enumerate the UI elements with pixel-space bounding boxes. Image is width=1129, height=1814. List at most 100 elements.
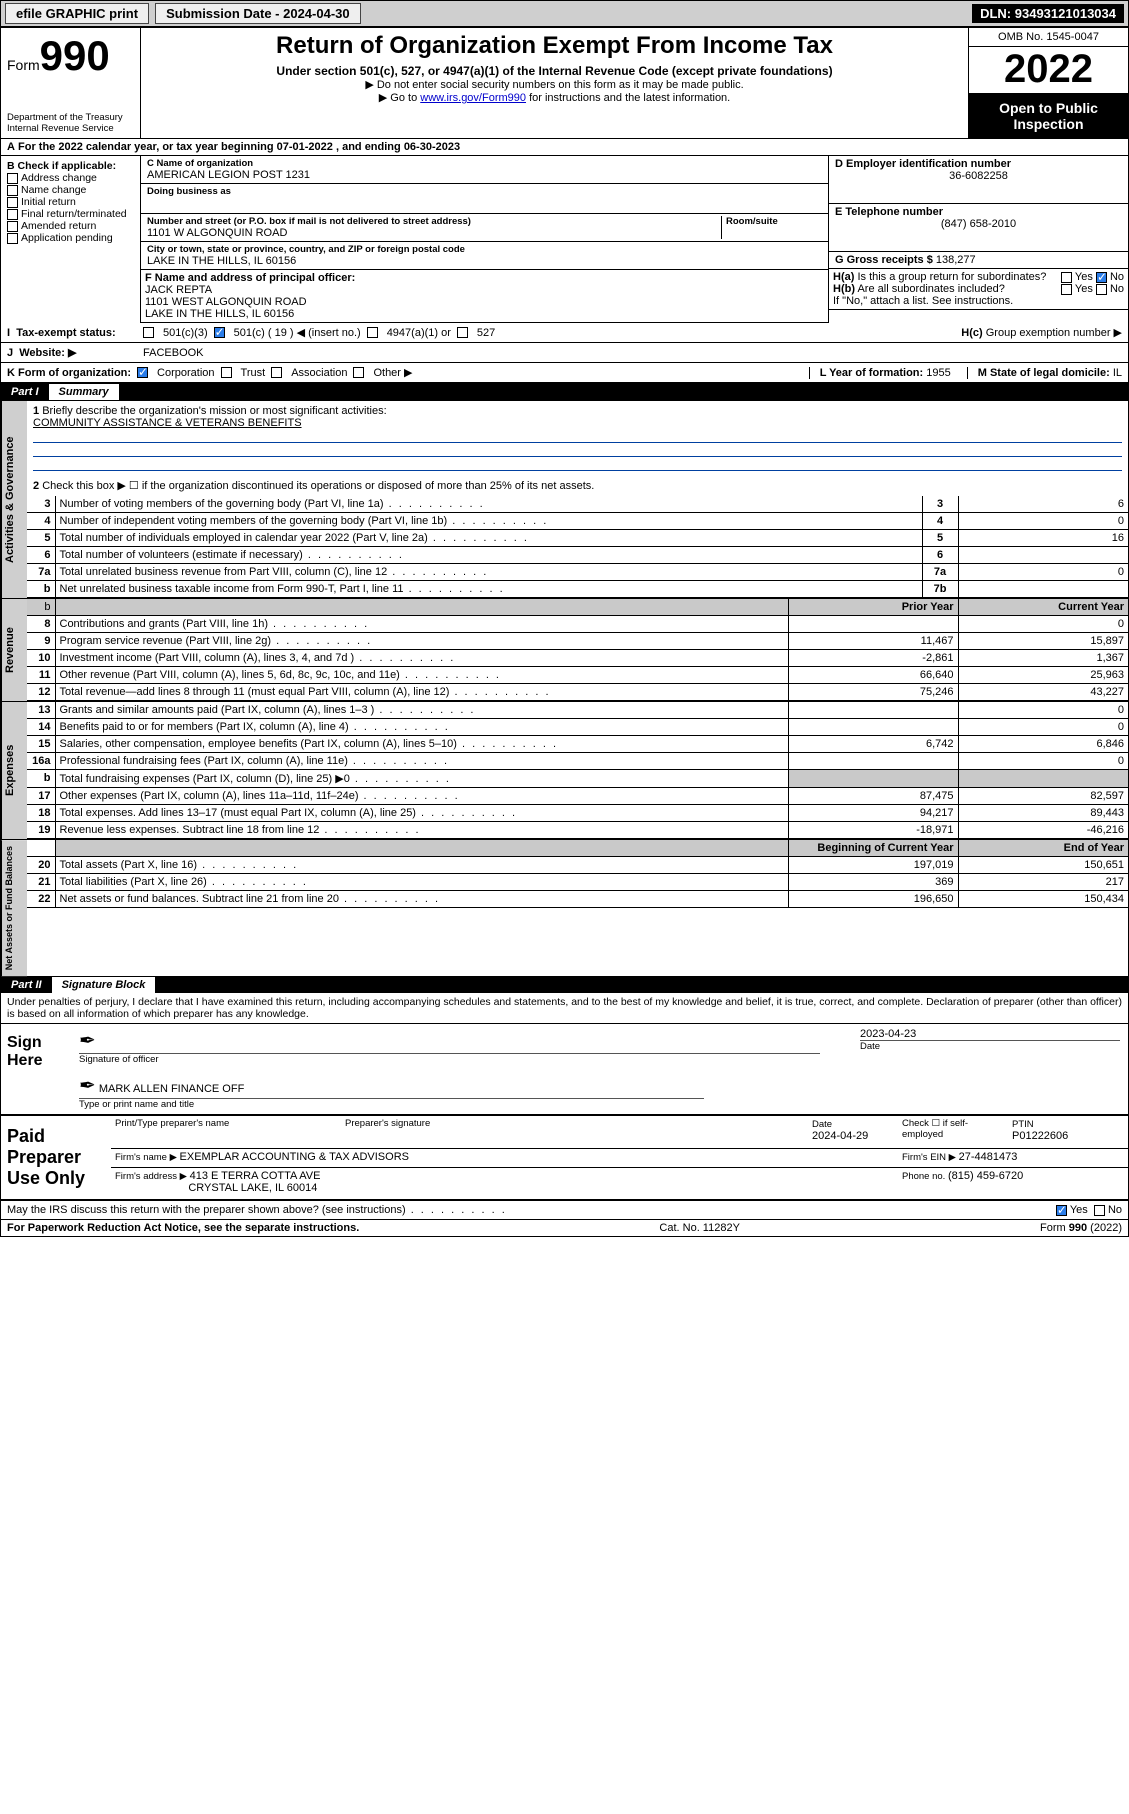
efile-print-button[interactable]: efile GRAPHIC print [5,3,149,24]
line-num: 15 [27,736,55,753]
sig-date-label: Date [860,1041,1120,1052]
line-value: 6 [958,496,1128,513]
pp-firm-lbl: Firm's name ▶ [115,1152,180,1163]
pp-ptin-lbl: PTIN [1012,1119,1034,1130]
dln-label: DLN: [980,6,1015,21]
i-501c3: 501(c)(3) [163,327,208,339]
goto-post: for instructions and the latest informat… [526,92,730,104]
line-desc: Grants and similar amounts paid (Part IX… [55,702,788,719]
yes1: Yes [1075,271,1093,283]
f-addr1: 1101 WEST ALGONQUIN ROAD [145,296,824,308]
line-desc: Total expenses. Add lines 13–17 (must eq… [55,805,788,822]
dln-pill: DLN: 93493121013034 [972,4,1124,23]
line-desc: Salaries, other compensation, employee b… [55,736,788,753]
d-value: 36-6082258 [835,170,1122,182]
current-year-value: 0 [958,702,1128,719]
l-value: 1955 [926,367,950,379]
hc-label: Group exemption number ▶ [986,327,1122,339]
top-toolbar: efile GRAPHIC print Submission Date - 20… [0,0,1129,27]
chk-amended[interactable] [7,221,18,232]
irs-label: Internal Revenue Service [7,123,134,134]
chk-assoc[interactable] [271,367,282,378]
line-box: 3 [922,496,958,513]
expenses-table: 13 Grants and similar amounts paid (Part… [27,702,1128,839]
discuss-yes-chk[interactable] [1056,1205,1067,1216]
j-value: FACEBOOK [143,347,204,359]
opt-amended: Amended return [21,220,96,232]
vlabel-governance: Activities & Governance [1,401,27,598]
prior-year-value [788,770,958,788]
ha-no-chk[interactable] [1096,272,1107,283]
chk-other[interactable] [353,367,364,378]
k-corp: Corporation [157,367,214,379]
pp-date-lbl: Date [812,1119,832,1130]
line-box: 7b [922,581,958,598]
part-i-tag: Part I [1,384,49,400]
pp-addr-lbl: Firm's address ▶ [115,1171,190,1182]
section-expenses: Expenses 13 Grants and similar amounts p… [1,701,1128,839]
current-year-value: 89,443 [958,805,1128,822]
opt-final: Final return/terminated [21,208,127,220]
prior-year-value: 11,467 [788,633,958,650]
chk-4947[interactable] [367,327,378,338]
l-label: L Year of formation: [820,367,927,379]
prior-year-value [788,616,958,633]
line-num: 8 [27,616,55,633]
ruled-line [33,457,1122,471]
chk-501c[interactable] [214,327,225,338]
line-num: 12 [27,684,55,701]
k-label: K Form of organization: [7,367,131,379]
current-year-value: 0 [958,719,1128,736]
c-dba-label: Doing business as [147,186,822,197]
line-num: 21 [27,874,55,891]
paid-preparer-table: Print/Type preparer's name Preparer's si… [111,1116,1128,1199]
prior-year-value [788,753,958,770]
part-ii-title: Signature Block [52,977,156,993]
discuss-no-chk[interactable] [1094,1205,1105,1216]
i-527: 527 [477,327,495,339]
e-label: E Telephone number [835,206,1122,218]
chk-final[interactable] [7,209,18,220]
chk-address-change[interactable] [7,173,18,184]
prior-year-value: 75,246 [788,684,958,701]
no2: No [1110,283,1124,295]
yes2: Yes [1075,283,1093,295]
hb-no-chk[interactable] [1096,284,1107,295]
instructions-link-line: Go to www.irs.gov/Form990 for instructio… [147,91,962,104]
c-name-value: AMERICAN LEGION POST 1231 [147,169,822,181]
ha-question: Is this a group return for subordinates? [857,271,1046,283]
prior-year-value: 94,217 [788,805,958,822]
chk-initial[interactable] [7,197,18,208]
chk-527[interactable] [457,327,468,338]
form-number: 990 [40,32,110,79]
chk-501c3[interactable] [143,327,154,338]
f-name: JACK REPTA [145,284,824,296]
current-year-value: 82,597 [958,788,1128,805]
chk-pending[interactable] [7,233,18,244]
chk-trust[interactable] [221,367,232,378]
c-room-label: Room/suite [726,216,822,227]
prior-year-value: 6,742 [788,736,958,753]
prior-year-value: 369 [788,874,958,891]
chk-corp[interactable] [137,367,148,378]
sign-here-label: Sign Here [1,1024,71,1114]
c-street-value: 1101 W ALGONQUIN ROAD [147,227,721,239]
line-num: 4 [27,513,55,530]
line-num: 22 [27,891,55,908]
irs-form990-link[interactable]: www.irs.gov/Form990 [420,92,526,104]
line-num: 18 [27,805,55,822]
line-num: 9 [27,633,55,650]
ha-yes-chk[interactable] [1061,272,1072,283]
footer-left: For Paperwork Reduction Act Notice, see … [7,1222,359,1234]
current-year-value: -46,216 [958,822,1128,839]
opt-initial: Initial return [21,196,76,208]
section-revenue: Revenue b Prior Year Current Year 8 Cont… [1,598,1128,701]
prior-year-value [788,719,958,736]
hb-yes-chk[interactable] [1061,284,1072,295]
submission-date-value: 2024-04-30 [283,6,350,21]
vlabel-revenue: Revenue [1,599,27,701]
pp-check-col: Check ☐ if self-employed [898,1116,1008,1148]
prior-year-value: 66,640 [788,667,958,684]
line-desc: Other expenses (Part IX, column (A), lin… [55,788,788,805]
chk-name-change[interactable] [7,185,18,196]
